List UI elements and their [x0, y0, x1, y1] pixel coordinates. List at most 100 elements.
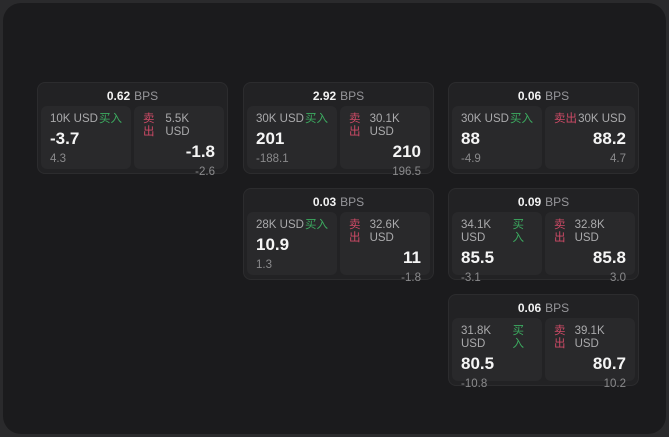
bps-unit-label: BPS — [340, 89, 365, 103]
buy-tile[interactable]: 10K USD 买入 -3.7 4.3 — [41, 106, 131, 169]
card-body: 10K USD 买入 -3.7 4.3 卖出 5.5K USD -1.8 -2.… — [41, 106, 224, 178]
card-body: 28K USD 买入 10.9 1.3 卖出 32.6K USD 11 -1.8 — [247, 212, 430, 284]
sell-tile-header: 卖出 39.1K USD — [554, 325, 626, 351]
card-body: 31.8K USD 买入 80.5 -10.8 卖出 39.1K USD 80.… — [452, 318, 635, 390]
buy-price: 201 — [256, 129, 285, 148]
quote-card: 0.06 BPS 31.8K USD 买入 80.5 -10.8 卖出 39.1… — [448, 294, 639, 390]
sell-price: 80.7 — [592, 354, 626, 373]
buy-delta: -188.1 — [256, 153, 289, 165]
buy-label: 买入 — [512, 325, 524, 350]
buy-label: 买入 — [305, 219, 328, 231]
buy-delta: -10.8 — [461, 378, 488, 390]
card-header: 0.62 BPS — [41, 86, 224, 106]
sell-tile-header: 卖出 32.6K USD — [349, 219, 421, 245]
buy-label: 买入 — [99, 113, 122, 125]
buy-price: 88 — [461, 129, 480, 148]
card-header: 0.09 BPS — [452, 192, 635, 212]
sell-price: -1.8 — [185, 142, 215, 161]
quote-card: 2.92 BPS 30K USD 买入 201 -188.1 卖出 30.1K … — [243, 82, 434, 178]
card-header: 0.06 BPS — [452, 86, 635, 106]
sell-tile[interactable]: 卖出 30K USD 88.2 4.7 — [545, 106, 635, 169]
buy-tile[interactable]: 30K USD 买入 201 -188.1 — [247, 106, 337, 169]
sell-tile[interactable]: 卖出 32.6K USD 11 -1.8 — [340, 212, 430, 284]
sell-delta: -2.6 — [195, 166, 215, 178]
buy-label: 买入 — [510, 113, 533, 125]
sell-tile[interactable]: 卖出 30.1K USD 210 196.5 — [340, 106, 430, 178]
buy-price: 85.5 — [461, 248, 495, 267]
buy-label: 买入 — [512, 219, 524, 244]
sell-price: 88.2 — [592, 129, 626, 148]
sell-label: 卖出 — [349, 219, 361, 244]
bps-value: 0.06 — [517, 301, 542, 315]
buy-delta: 4.3 — [50, 153, 66, 165]
sell-price: 11 — [403, 248, 421, 267]
buy-tile-header: 31.8K USD 买入 — [461, 325, 533, 351]
buy-price: 80.5 — [461, 354, 495, 373]
bps-value: 0.06 — [517, 89, 542, 103]
bps-unit-label: BPS — [340, 195, 365, 209]
quote-card: 0.62 BPS 10K USD 买入 -3.7 4.3 卖出 5.5K USD… — [37, 82, 228, 178]
buy-amount: 30K USD — [256, 113, 304, 125]
sell-delta: 10.2 — [603, 378, 626, 390]
buy-amount: 28K USD — [256, 219, 304, 231]
sell-tile[interactable]: 卖出 5.5K USD -1.8 -2.6 — [134, 106, 224, 178]
card-header: 0.03 BPS — [247, 192, 430, 212]
sell-tile[interactable]: 卖出 32.8K USD 85.8 3.0 — [545, 212, 635, 284]
buy-tile-header: 10K USD 买入 — [50, 113, 122, 126]
bps-value: 0.03 — [312, 195, 337, 209]
buy-tile[interactable]: 30K USD 买入 88 -4.9 — [452, 106, 542, 169]
buy-tile[interactable]: 28K USD 买入 10.9 1.3 — [247, 212, 337, 275]
card-header: 2.92 BPS — [247, 86, 430, 106]
buy-delta: -4.9 — [461, 153, 481, 165]
sell-label: 卖出 — [143, 113, 155, 138]
card-body: 30K USD 买入 201 -188.1 卖出 30.1K USD 210 1… — [247, 106, 430, 178]
buy-tile-header: 30K USD 买入 — [461, 113, 533, 126]
sell-delta: -1.8 — [401, 272, 421, 284]
buy-price: 10.9 — [256, 235, 290, 254]
quote-card: 0.09 BPS 34.1K USD 买入 85.5 -3.1 卖出 32.8K… — [448, 188, 639, 284]
sell-amount: 32.6K USD — [369, 219, 400, 244]
sell-tile-header: 卖出 30.1K USD — [349, 113, 421, 139]
sell-price: 210 — [392, 142, 421, 161]
sell-tile-header: 卖出 32.8K USD — [554, 219, 626, 245]
buy-amount: 34.1K USD — [461, 219, 492, 244]
sell-tile[interactable]: 卖出 39.1K USD 80.7 10.2 — [545, 318, 635, 390]
sell-label: 卖出 — [554, 325, 566, 350]
sell-label: 卖出 — [349, 113, 361, 138]
sell-label: 卖出 — [554, 219, 566, 244]
sell-delta: 4.7 — [610, 153, 626, 165]
bps-unit-label: BPS — [545, 89, 570, 103]
sell-tile-header: 卖出 30K USD — [554, 113, 626, 126]
buy-price: -3.7 — [50, 129, 80, 148]
sell-tile-header: 卖出 5.5K USD — [143, 113, 215, 139]
buy-amount: 10K USD — [50, 113, 98, 125]
card-body: 30K USD 买入 88 -4.9 卖出 30K USD 88.2 4.7 — [452, 106, 635, 169]
card-header: 0.06 BPS — [452, 298, 635, 318]
sell-delta: 3.0 — [610, 272, 626, 284]
buy-tile-header: 30K USD 买入 — [256, 113, 328, 126]
buy-label: 买入 — [305, 113, 328, 125]
card-body: 34.1K USD 买入 85.5 -3.1 卖出 32.8K USD 85.8… — [452, 212, 635, 284]
quote-card: 0.03 BPS 28K USD 买入 10.9 1.3 卖出 32.6K US… — [243, 188, 434, 284]
sell-amount: 30K USD — [578, 113, 626, 125]
sell-delta: 196.5 — [392, 166, 421, 178]
buy-tile[interactable]: 31.8K USD 买入 80.5 -10.8 — [452, 318, 542, 390]
sell-amount: 30.1K USD — [369, 113, 400, 138]
bps-value: 0.62 — [106, 89, 131, 103]
buy-tile[interactable]: 34.1K USD 买入 85.5 -3.1 — [452, 212, 542, 284]
buy-tile-header: 34.1K USD 买入 — [461, 219, 533, 245]
buy-amount: 30K USD — [461, 113, 509, 125]
quote-card: 0.06 BPS 30K USD 买入 88 -4.9 卖出 30K USD 8… — [448, 82, 639, 174]
sell-label: 卖出 — [554, 113, 577, 125]
sell-amount: 32.8K USD — [574, 219, 605, 244]
sell-price: 85.8 — [592, 248, 626, 267]
bps-unit-label: BPS — [545, 195, 570, 209]
buy-delta: 1.3 — [256, 259, 272, 271]
sell-amount: 39.1K USD — [574, 325, 605, 350]
bps-value: 2.92 — [312, 89, 337, 103]
buy-amount: 31.8K USD — [461, 325, 492, 350]
bps-value: 0.09 — [517, 195, 542, 209]
buy-tile-header: 28K USD 买入 — [256, 219, 328, 232]
buy-delta: -3.1 — [461, 272, 481, 284]
